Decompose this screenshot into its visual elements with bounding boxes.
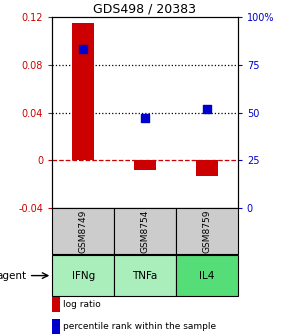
Bar bbox=[52, 319, 60, 334]
Bar bbox=[176, 255, 238, 296]
Bar bbox=[72, 23, 94, 161]
Point bbox=[204, 106, 209, 112]
Bar bbox=[114, 208, 176, 254]
Point bbox=[81, 47, 86, 52]
Bar bbox=[176, 208, 238, 254]
Title: GDS498 / 20383: GDS498 / 20383 bbox=[93, 3, 197, 16]
Bar bbox=[52, 255, 114, 296]
Text: IL4: IL4 bbox=[199, 270, 215, 281]
Text: GSM8759: GSM8759 bbox=[202, 209, 211, 253]
Text: GSM8749: GSM8749 bbox=[79, 209, 88, 253]
Text: log ratio: log ratio bbox=[63, 300, 101, 309]
Text: percentile rank within the sample: percentile rank within the sample bbox=[63, 322, 216, 331]
Bar bbox=[52, 208, 114, 254]
Text: IFNg: IFNg bbox=[72, 270, 95, 281]
Bar bbox=[134, 161, 156, 170]
Point bbox=[143, 116, 147, 121]
Text: agent: agent bbox=[0, 270, 26, 281]
Text: TNFa: TNFa bbox=[132, 270, 158, 281]
Bar bbox=[52, 297, 60, 312]
Bar bbox=[196, 161, 218, 176]
Bar bbox=[114, 255, 176, 296]
Text: GSM8754: GSM8754 bbox=[140, 209, 150, 253]
